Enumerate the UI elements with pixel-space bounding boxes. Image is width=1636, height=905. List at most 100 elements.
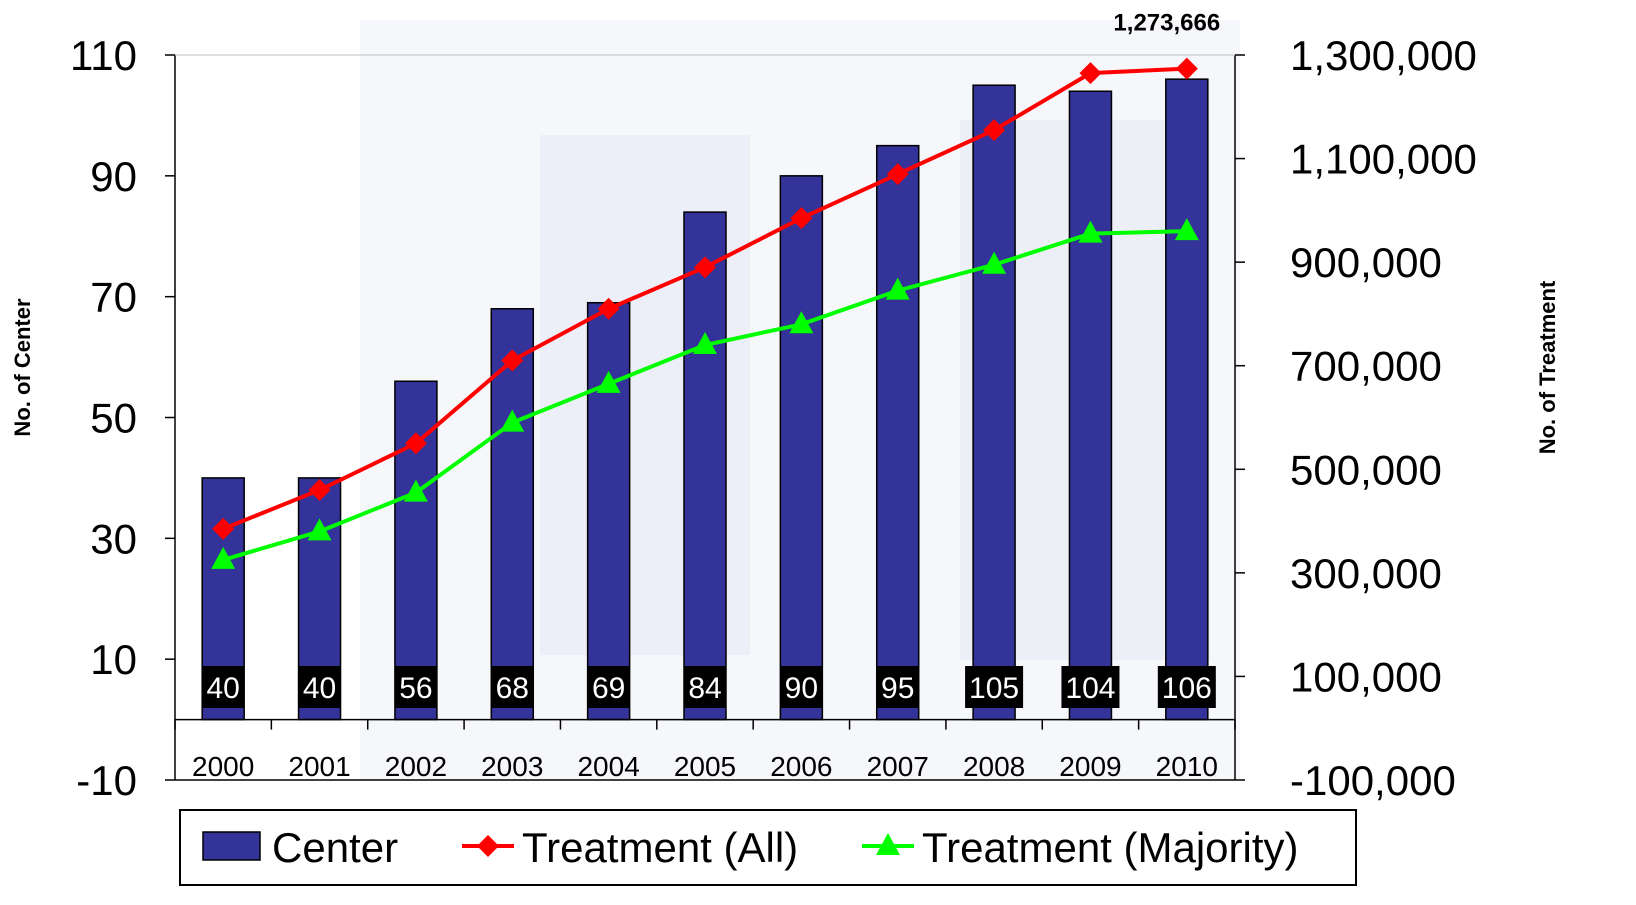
- zero-line-group: [174, 718, 1236, 730]
- x-tick-label: 2002: [385, 751, 447, 782]
- x-axis-ticks: 2000 2001 2002 2003 2004 2005 2006 2007 2008 2009…: [192, 751, 1218, 782]
- diamond-marker: [983, 119, 1006, 142]
- diamond-marker: [1175, 57, 1198, 80]
- data-label-text: 105: [969, 672, 1019, 705]
- bar-data-label: 95: [876, 666, 919, 708]
- data-label-text: 40: [206, 672, 239, 705]
- bar-data-label: 90: [780, 666, 823, 708]
- legend-swatch-center: [202, 831, 261, 861]
- diamond-marker: [501, 349, 524, 372]
- triangle-marker: [789, 311, 814, 334]
- diamond-marker: [790, 207, 813, 230]
- left-tick-label: 70: [90, 274, 137, 321]
- right-tick-label: 1,100,000: [1290, 136, 1477, 183]
- right-tick-label: -100,000: [1290, 757, 1456, 804]
- triangle-marker: [307, 518, 332, 541]
- data-label-text: 40: [303, 672, 336, 705]
- bar-data-label: 104: [1061, 666, 1120, 708]
- bar-data-label: 68: [491, 666, 534, 708]
- triangle-marker: [1174, 218, 1199, 241]
- legend: Center Treatment (All) Treatment (Majori…: [179, 809, 1357, 886]
- x-tick-label: 2009: [1059, 751, 1121, 782]
- left-tick-label: 50: [90, 395, 137, 442]
- triangle-marker: [500, 409, 525, 432]
- data-label-text: 69: [592, 672, 625, 705]
- bar-data-label: 40: [298, 666, 341, 708]
- bar-center-2005: [683, 211, 727, 721]
- diamond-marker: [886, 163, 909, 186]
- triangle-marker: [982, 251, 1007, 274]
- left-axis-ticks: 110 90 70 50 30 10 -10: [70, 32, 175, 804]
- data-label-text: 106: [1162, 672, 1212, 705]
- left-tick-label: 110: [70, 32, 137, 79]
- triangle-marker: [596, 370, 621, 393]
- x-tick-label: 2006: [770, 751, 832, 782]
- bar-data-label: 56: [394, 666, 437, 708]
- legend-marker-triangle: [876, 833, 900, 855]
- diamond-marker: [212, 517, 235, 540]
- data-label-background: [202, 666, 245, 708]
- legend-label-treatment-majority: Treatment (Majority): [922, 824, 1299, 871]
- data-label-background: [780, 666, 823, 708]
- bar-center-2004: [586, 301, 631, 721]
- bar-data-label: 105: [965, 666, 1024, 708]
- diamond-marker: [308, 479, 331, 501]
- bar-center-2009: [1068, 90, 1113, 721]
- data-label-background: [394, 666, 437, 708]
- data-label-text: 95: [881, 672, 914, 705]
- diamond-marker: [1079, 62, 1102, 85]
- data-label-text: 90: [785, 672, 818, 705]
- right-tick-label: 300,000: [1290, 550, 1442, 597]
- data-label-background: [965, 666, 1024, 708]
- diamond-marker: [597, 297, 620, 320]
- data-label-background: [684, 666, 726, 708]
- diamond-marker: [694, 256, 716, 279]
- x-tick-label: 2008: [963, 751, 1025, 782]
- bar-data-label: 84: [684, 666, 726, 708]
- diamond-marker: [404, 432, 427, 455]
- left-tick-label: 10: [90, 636, 137, 683]
- left-tick-label: -10: [76, 757, 137, 804]
- right-axis-title: No. of Treatment: [1535, 280, 1560, 454]
- right-axis-ticks: 1,300,000 1,100,000 900,000 700,000 500,000 3…: [1235, 32, 1477, 804]
- right-tick-label: 1,300,000: [1290, 32, 1477, 79]
- x-tick-label: 2001: [288, 751, 350, 782]
- x-tick-label: 2007: [867, 751, 929, 782]
- data-label-background: [876, 666, 919, 708]
- right-tick-label: 100,000: [1290, 653, 1442, 700]
- line-series: [211, 57, 1199, 569]
- data-label-background: [1061, 666, 1120, 708]
- bar-center-2008: [972, 84, 1016, 721]
- data-label-text: 68: [496, 672, 529, 705]
- x-tick-label: 2005: [674, 751, 736, 782]
- series-treatment-majority: [211, 218, 1199, 569]
- data-label-background: [587, 666, 630, 708]
- data-label-background: [298, 666, 341, 708]
- left-tick-label: 30: [90, 515, 137, 562]
- data-label-text: 84: [688, 672, 721, 705]
- triangle-marker: [1078, 220, 1103, 243]
- right-tick-label: 900,000: [1290, 239, 1442, 286]
- bar-data-label: 106: [1157, 666, 1216, 708]
- bar-center-2007: [875, 144, 920, 721]
- legend-label-treatment-all: Treatment (All): [522, 824, 798, 871]
- bar-data-labels: 40 40 56 68 69 84 90 95 105 104 106: [202, 666, 1216, 708]
- bar-data-label: 69: [587, 666, 630, 708]
- data-label-text: 56: [399, 672, 432, 705]
- x-tick-label: 2000: [192, 751, 254, 782]
- series-treatment-all: [212, 57, 1198, 540]
- x-tick-label: 2010: [1156, 751, 1218, 782]
- legend-marker-diamond: [477, 835, 499, 857]
- data-label-background: [1157, 666, 1216, 708]
- bar-center-2006: [779, 175, 824, 721]
- data-label-text: 104: [1065, 672, 1115, 705]
- left-tick-label: 90: [90, 153, 137, 200]
- bar-data-label: 40: [202, 666, 245, 708]
- legend-label-center: Center: [272, 824, 398, 871]
- data-label-background: [491, 666, 534, 708]
- legend-box: [179, 809, 1357, 886]
- triangle-marker: [885, 277, 910, 300]
- x-tick-label: 2004: [577, 751, 639, 782]
- triangle-marker: [403, 479, 428, 502]
